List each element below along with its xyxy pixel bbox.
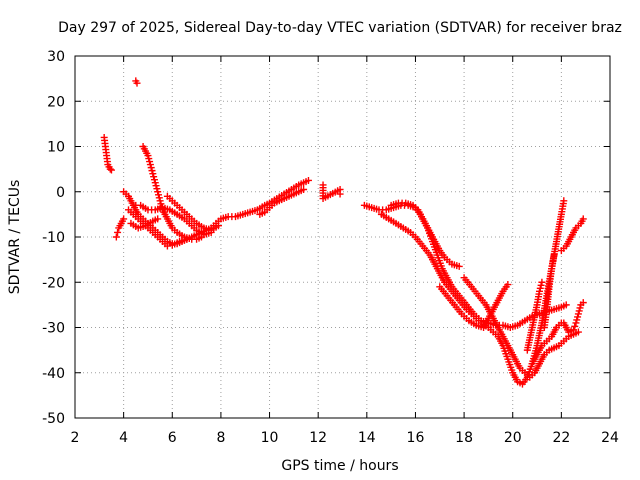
series-track-j xyxy=(256,185,308,218)
series-track-k xyxy=(319,181,344,203)
x-tick-label: 12 xyxy=(309,430,327,446)
data-point xyxy=(579,299,587,307)
series-track-h xyxy=(163,192,222,234)
x-tick-label: 16 xyxy=(407,430,425,446)
x-tick-label: 20 xyxy=(504,430,522,446)
y-tick-label: -20 xyxy=(42,275,65,291)
data-point xyxy=(570,326,578,334)
y-tick-label: 20 xyxy=(47,94,65,110)
series-track-b xyxy=(112,215,128,241)
series-track-a xyxy=(100,133,115,174)
x-tick-label: 6 xyxy=(168,430,177,446)
y-tick-label: 30 xyxy=(47,49,65,65)
data-point xyxy=(571,322,579,330)
series-track-r xyxy=(540,251,558,331)
y-tick-label: 10 xyxy=(47,140,65,156)
x-tick-label: 2 xyxy=(71,430,80,446)
data-point xyxy=(214,222,222,230)
data-point xyxy=(300,185,308,193)
chart-title: Day 297 of 2025, Sidereal Day-to-day VTE… xyxy=(58,20,622,36)
series-track-i xyxy=(127,215,162,232)
axis-ticks: 2 4 6 8 10 12 14 16 18 20 22 24-50-40-30-20-1001020… xyxy=(42,49,619,446)
x-tick-label: 14 xyxy=(358,430,376,446)
data-point xyxy=(455,262,463,270)
y-tick-label: -30 xyxy=(42,321,65,337)
data-point xyxy=(504,281,512,289)
x-tick-label: 18 xyxy=(455,430,473,446)
data-point xyxy=(304,176,312,184)
series-track-p xyxy=(460,274,582,381)
data-point xyxy=(133,79,141,87)
data-point xyxy=(112,233,120,241)
y-tick-label: -40 xyxy=(42,366,65,382)
x-tick-label: 4 xyxy=(119,430,128,446)
series-track-n xyxy=(387,199,570,331)
data-point xyxy=(538,278,546,286)
y-tick-label: -10 xyxy=(42,230,65,246)
series-track-c xyxy=(132,77,141,87)
x-tick-label: 24 xyxy=(601,430,619,446)
series-track-s xyxy=(557,215,587,255)
data-point xyxy=(183,235,191,243)
data-point xyxy=(579,215,587,223)
series-track-u xyxy=(528,319,565,368)
data-point xyxy=(557,319,565,327)
y-tick-label: -50 xyxy=(42,411,65,427)
series-track-q xyxy=(523,278,546,354)
data-point xyxy=(163,242,171,250)
data-point xyxy=(107,166,115,174)
x-tick-label: 10 xyxy=(261,430,279,446)
data-point xyxy=(106,165,114,173)
y-axis-label: SDTVAR / TECUs xyxy=(7,180,23,295)
x-tick-label: 8 xyxy=(216,430,225,446)
x-axis-label: GPS time / hours xyxy=(281,458,398,474)
data-point xyxy=(560,197,568,205)
data-point xyxy=(574,328,582,336)
x-tick-label: 22 xyxy=(552,430,570,446)
data-point xyxy=(336,190,344,198)
data-points xyxy=(100,77,587,388)
data-point xyxy=(114,228,122,236)
series-track-f xyxy=(125,206,191,250)
series-track-l xyxy=(360,201,463,270)
series-track-g xyxy=(132,201,215,239)
y-tick-label: 0 xyxy=(56,185,65,201)
data-point xyxy=(562,301,570,309)
data-point xyxy=(550,251,558,259)
data-point xyxy=(154,215,162,223)
data-point xyxy=(120,215,128,223)
